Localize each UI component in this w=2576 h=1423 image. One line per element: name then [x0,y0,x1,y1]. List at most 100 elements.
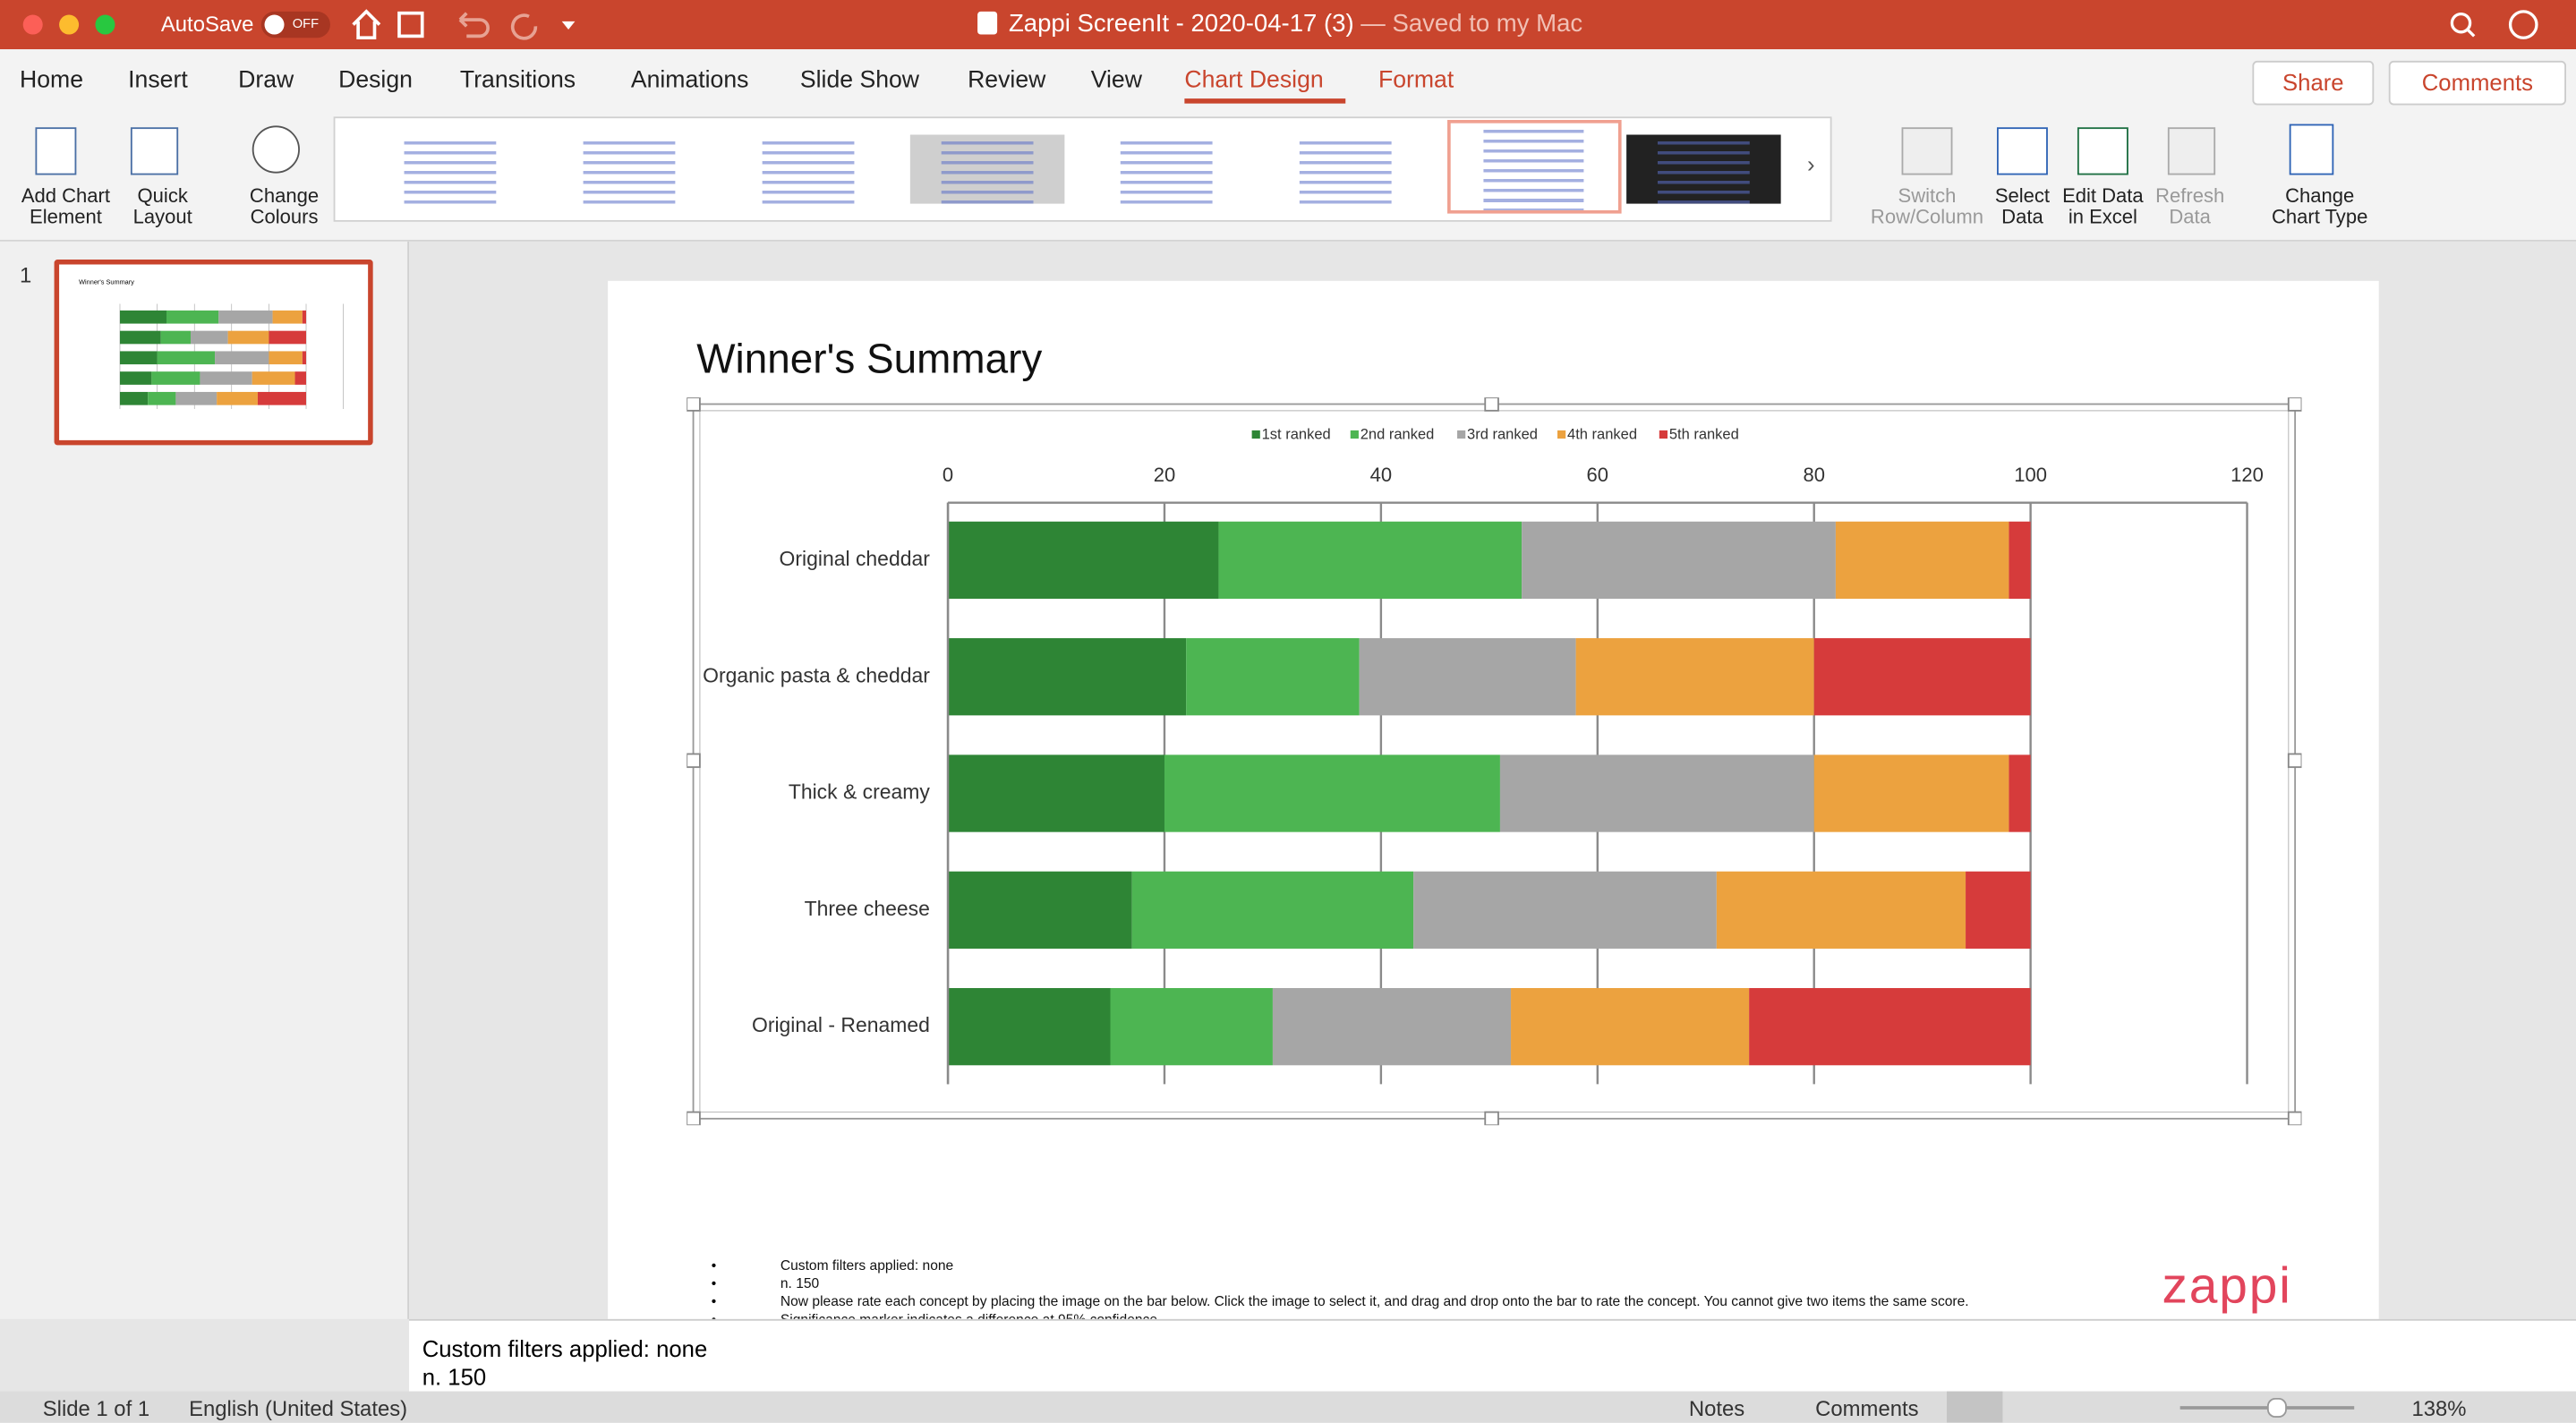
bar-segment [1499,754,1814,832]
bar-segment [1813,638,2031,716]
bar-segment [1511,988,1750,1066]
chart-style[interactable] [1088,134,1244,204]
ribbon-button-label[interactable]: Add Chart [21,183,111,208]
quick-layout-icon[interactable] [130,127,179,175]
chart-type-icon[interactable] [2289,124,2334,175]
save-status: — Saved to my Mac [1361,10,1583,38]
ribbon-button-label[interactable]: Edit Data [2062,183,2144,208]
redo-icon[interactable] [510,13,538,40]
autosave-label: AutoSave [160,11,254,37]
footnote: Significance marker indicates a differen… [780,1310,1158,1319]
bar-segment [218,310,273,324]
bar-segment [217,391,258,405]
chart-style[interactable] [1626,134,1781,204]
footnote: Now please rate each concept by placing … [780,1292,1969,1309]
resize-handle [2287,397,2302,412]
menu-tab[interactable]: Review [968,67,1046,94]
bar-segment [119,371,152,385]
bar-segment [1966,871,2031,949]
close-button[interactable] [22,14,43,35]
ribbon-button-label[interactable]: Chart Type [2271,205,2368,229]
chart-style[interactable] [372,134,528,204]
excel-icon[interactable] [2077,127,2128,175]
bar-segment [215,351,269,365]
footnote-bullet: • [711,1292,717,1309]
ribbon-button-label[interactable]: Quick [137,183,188,208]
menu-tab[interactable]: Draw [238,67,294,94]
slide-number: 1 [20,262,32,288]
bar-segment [1186,638,1360,716]
ribbon-button-label[interactable]: Change [2285,183,2355,208]
menu-tab[interactable]: View [1090,67,1142,94]
menu-tab[interactable]: Slide Show [799,67,920,94]
ribbon-button-label[interactable]: Element [30,205,102,229]
x-tick-label: 100 [2014,464,2047,486]
bar-segment [191,330,228,345]
ribbon-button-label[interactable]: Change [249,183,320,208]
notes-pane[interactable]: Custom filters applied: none n. 150 [409,1318,2576,1392]
ribbon-button-label[interactable]: Colours [250,205,319,229]
search-icon[interactable] [2450,12,2472,34]
normal-view[interactable] [1947,1391,2003,1423]
share-button[interactable]: Share [2252,60,2375,106]
title-bar [0,0,2576,50]
chart-style[interactable] [551,134,707,204]
bar-segment [948,988,1111,1066]
quick-access [352,9,576,40]
slide-thumbnail[interactable]: Winner's Summary [54,260,373,446]
search-handle [2466,28,2476,38]
chart-style[interactable] [1267,134,1423,204]
select-data-icon[interactable] [1997,127,2048,175]
zoom-level[interactable]: 138% [2411,1396,2467,1421]
menu-tab[interactable]: Insert [128,67,188,94]
menu-tab[interactable]: Chart Design [1184,67,1324,94]
resize-handle [687,397,701,412]
comments-toggle[interactable]: Comments [1815,1396,1919,1421]
legend-label: 5th ranked [1669,427,1739,443]
ribbon-button-label[interactable]: Data [2001,205,2043,229]
bar-segment [1164,754,1500,832]
bar-segment [160,330,192,345]
bar-segment [252,371,295,385]
bar-segment [1359,638,1576,716]
chart[interactable]: 0 20 40 60 80 100 120 Original cheddar Organic p… [687,397,2302,1126]
resize-handle [2287,753,2302,769]
comments-button[interactable]: Comments [2388,60,2566,106]
ribbon-button-label[interactable]: Layout [132,205,192,229]
legend-label: 4th ranked [1567,427,1637,443]
language[interactable]: English (United States) [189,1396,408,1421]
colours-icon[interactable] [252,125,300,174]
add-element-icon[interactable] [35,127,77,175]
bar-segment [119,310,166,324]
bar-segment [1835,521,2009,600]
zoom-button[interactable] [95,14,115,35]
minimize-button[interactable] [59,14,80,35]
bar-segment [294,371,307,385]
legend-swatch [1350,430,1359,439]
smiley-icon[interactable] [2508,10,2538,39]
menu-tab[interactable]: Animations [630,67,749,94]
bar-segment [1749,988,2031,1066]
home-icon[interactable] [352,9,381,40]
chart-style[interactable] [1447,119,1622,214]
bar-segment [1110,988,1273,1066]
zoom-slider[interactable] [2179,1406,2355,1410]
ribbon-button-label[interactable]: Select [1994,183,2051,208]
menu-tab[interactable]: Transitions [459,67,576,94]
footnote-bullet: • [711,1274,717,1291]
menu-tab[interactable]: Design [338,67,413,94]
menu-tab[interactable]: Home [20,67,84,94]
y-tick-label: Original - Renamed [752,1013,930,1036]
resize-handle [2287,1111,2302,1126]
chart-style[interactable] [730,134,886,204]
undo-icon[interactable] [458,12,490,38]
customize-icon[interactable] [561,21,576,30]
save-icon[interactable] [397,11,424,38]
y-tick-label: Organic pasta & cheddar [703,663,930,686]
chart-style[interactable] [909,134,1065,204]
zoom-knob[interactable] [2266,1397,2287,1419]
menu-tab[interactable]: Format [1378,67,1454,94]
gallery-arrow[interactable]: › [1807,150,1815,178]
notes-toggle[interactable]: Notes [1688,1396,1745,1421]
ribbon-button-label[interactable]: in Excel [2068,205,2137,229]
